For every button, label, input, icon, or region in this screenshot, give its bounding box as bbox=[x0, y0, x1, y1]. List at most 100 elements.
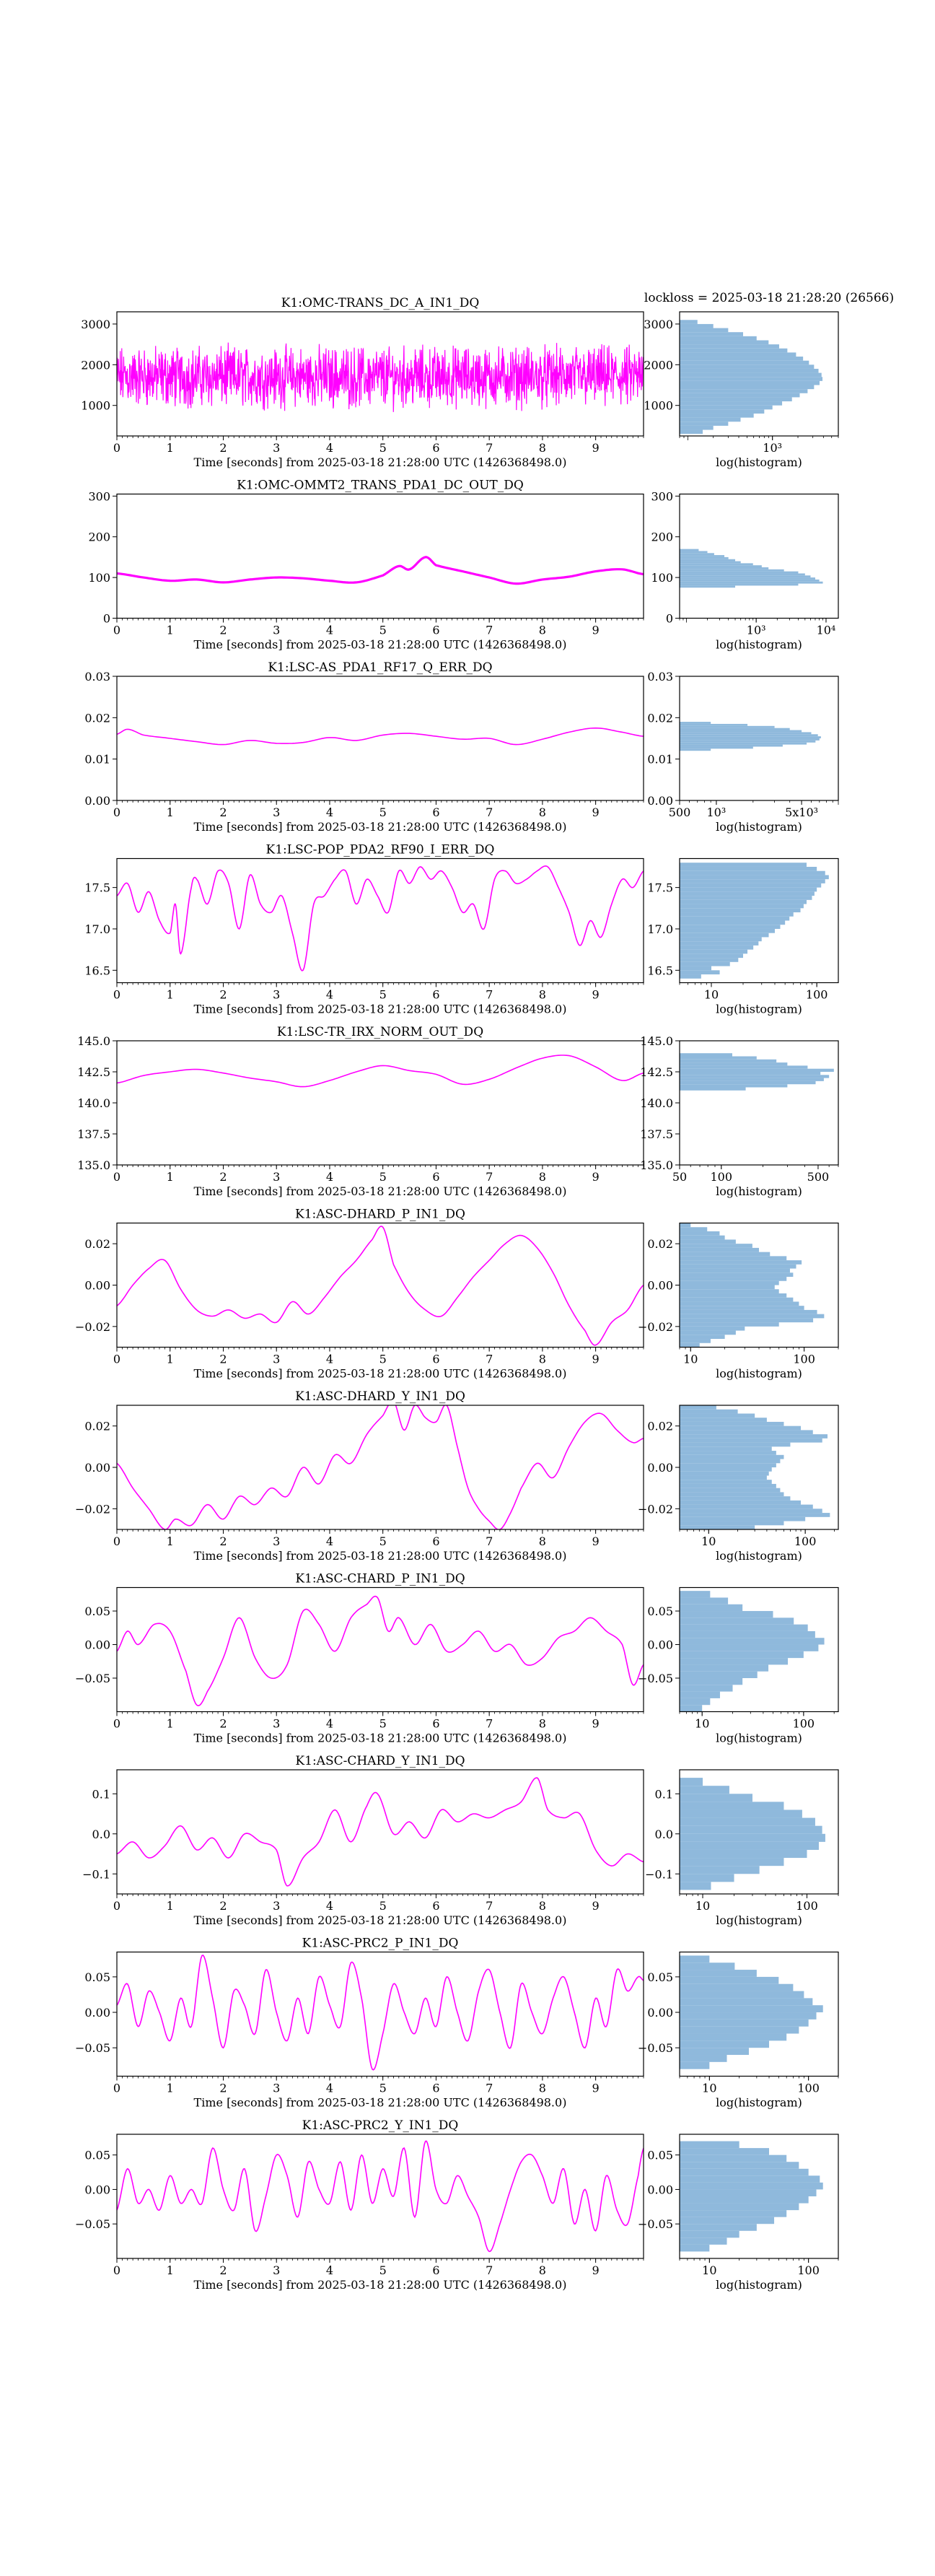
x-tick-label: 0 bbox=[113, 1717, 120, 1731]
y-tick-label: 100 bbox=[88, 571, 110, 585]
panel-8: K1:ASC-CHARD_P_IN1_DQ 0 1 2 3 4 5 6 7 8 9 −0.05 0.00… bbox=[75, 1572, 839, 1745]
series-line bbox=[117, 1595, 644, 1706]
chart-title: K1:LSC-POP_PDA2_RF90_I_ERR_DQ bbox=[266, 843, 495, 857]
x-tick-label: 2 bbox=[219, 1717, 227, 1731]
x-axis-label: Time [seconds] from 2025-03-18 21:28:00 … bbox=[194, 638, 567, 652]
chart-title: K1:ASC-DHARD_P_IN1_DQ bbox=[295, 1208, 465, 1222]
hist-y-tick-label: 137.5 bbox=[640, 1127, 673, 1141]
histogram-bar bbox=[680, 2033, 787, 2041]
histogram-bar bbox=[680, 1306, 804, 1310]
x-tick-label: 7 bbox=[486, 805, 493, 819]
x-tick-label: 9 bbox=[592, 2263, 600, 2277]
histogram-bar bbox=[680, 1480, 772, 1484]
histogram-bar bbox=[680, 1483, 776, 1488]
chart-title: K1:LSC-AS_PDA1_RF17_Q_ERR_DQ bbox=[268, 660, 492, 675]
histogram-bar bbox=[680, 1293, 787, 1298]
chart-title: K1:LSC-TR_IRX_NORM_OUT_DQ bbox=[277, 1025, 483, 1039]
hist-y-tick-label: 0.05 bbox=[647, 2149, 673, 2162]
histogram-bar bbox=[680, 722, 711, 724]
histogram-bar bbox=[680, 879, 825, 883]
hist-y-tick-label: 0.02 bbox=[647, 1237, 673, 1251]
x-tick-label: 7 bbox=[486, 1353, 493, 1366]
histogram-bar bbox=[680, 870, 825, 876]
histogram-bar bbox=[680, 1446, 772, 1451]
series-line bbox=[117, 1954, 644, 2071]
histogram-bar bbox=[680, 413, 754, 418]
x-tick-label: 7 bbox=[486, 1534, 493, 1548]
histogram-bar bbox=[680, 1289, 779, 1293]
x-tick-label: 2 bbox=[219, 441, 227, 455]
hist-y-tick-label: 0.05 bbox=[647, 1970, 673, 1984]
hist-y-tick-label: 0.00 bbox=[647, 1638, 673, 1652]
hist-x-axis-label: log(histogram) bbox=[716, 1184, 802, 1198]
histogram-frame bbox=[679, 493, 839, 619]
x-tick-label: 9 bbox=[592, 2082, 600, 2095]
histogram-bar bbox=[680, 1874, 734, 1882]
histogram-bar bbox=[680, 738, 820, 741]
x-tick-label: 8 bbox=[539, 441, 546, 455]
histogram-bar bbox=[680, 1644, 819, 1651]
histogram-bar bbox=[680, 1223, 691, 1228]
y-tick-label: 3000 bbox=[81, 318, 110, 331]
histogram-bar bbox=[680, 1998, 813, 2006]
plot-frame bbox=[116, 2134, 644, 2259]
histogram-bar bbox=[680, 961, 730, 966]
histogram-bar bbox=[680, 581, 823, 584]
histogram-bar bbox=[680, 736, 821, 738]
x-axis-label: Time [seconds] from 2025-03-18 21:28:00 … bbox=[194, 1913, 567, 1927]
plot-frame bbox=[116, 493, 644, 619]
histogram-bar bbox=[680, 1983, 794, 1991]
histogram-bar bbox=[680, 579, 820, 582]
x-tick-label: 3 bbox=[273, 1170, 280, 1184]
y-tick-label: 0.00 bbox=[84, 794, 110, 808]
panel-2: K1:OMC-OMMT2_TRANS_PDA1_DC_OUT_DQ 0 1 2 3 4 5 6… bbox=[88, 479, 839, 652]
y-tick-label: 0.02 bbox=[84, 711, 110, 725]
histogram-frame bbox=[679, 676, 839, 801]
histogram-bar bbox=[680, 863, 807, 867]
hist-y-tick-label: −0.1 bbox=[645, 1867, 673, 1881]
x-tick-label: 5 bbox=[379, 805, 387, 819]
hist-y-tick-label: 135.0 bbox=[640, 1158, 673, 1172]
series-line bbox=[117, 1405, 644, 1529]
x-tick-label: 0 bbox=[113, 2263, 120, 2277]
y-tick-label: −0.1 bbox=[82, 1867, 110, 1881]
x-tick-label: 2 bbox=[219, 1534, 227, 1548]
histogram-frame bbox=[679, 2134, 839, 2259]
histogram-bar bbox=[680, 2061, 710, 2069]
histogram-bar bbox=[680, 1475, 767, 1480]
hist-y-tick-label: 145.0 bbox=[640, 1034, 673, 1048]
histogram-bar bbox=[680, 565, 762, 568]
x-axis-label: Time [seconds] from 2025-03-18 21:28:00 … bbox=[194, 2278, 567, 2292]
hist-y-tick-label: 142.5 bbox=[640, 1065, 673, 1079]
hist-y-tick-label: 16.5 bbox=[647, 964, 673, 977]
y-tick-label: 200 bbox=[88, 531, 110, 544]
x-tick-label: 9 bbox=[592, 1353, 600, 1366]
histogram-bar bbox=[680, 2182, 823, 2190]
histogram-bar bbox=[680, 1858, 784, 1866]
y-tick-label: 0.03 bbox=[84, 670, 110, 684]
hist-y-tick-label: −0.05 bbox=[638, 2217, 673, 2231]
histogram-bar bbox=[680, 1500, 802, 1505]
histogram-bar bbox=[680, 1521, 784, 1526]
histogram-frame bbox=[679, 1586, 839, 1713]
histogram-bar bbox=[680, 2237, 727, 2245]
x-tick-label: 0 bbox=[113, 624, 120, 637]
histogram-bar bbox=[680, 393, 800, 398]
hist-x-axis-label: log(histogram) bbox=[716, 1367, 802, 1381]
x-axis-label: Time [seconds] from 2025-03-18 21:28:00 … bbox=[194, 1732, 567, 1745]
histogram-bar bbox=[680, 1705, 703, 1712]
histogram-bar bbox=[680, 1322, 779, 1327]
x-tick-label: 4 bbox=[326, 2263, 333, 2277]
hist-y-tick-label: 300 bbox=[651, 489, 673, 503]
y-tick-label: 0.05 bbox=[84, 1970, 110, 1984]
histogram-bar bbox=[680, 577, 815, 580]
x-tick-label: 4 bbox=[326, 1899, 333, 1913]
histogram-bar bbox=[680, 1062, 788, 1066]
hist-y-tick-label: 140.0 bbox=[640, 1096, 673, 1110]
histogram-bar bbox=[680, 1330, 736, 1335]
x-tick-label: 1 bbox=[167, 2263, 174, 2277]
plot-frame bbox=[116, 1405, 644, 1530]
histogram-bar bbox=[680, 1866, 760, 1874]
